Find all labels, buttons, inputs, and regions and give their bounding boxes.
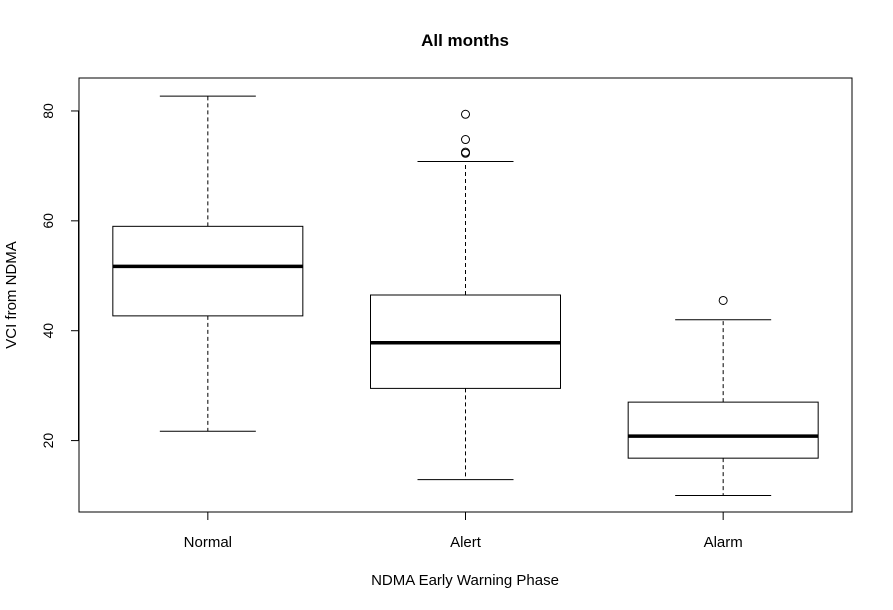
y-tick-label-60: 60 [40,213,56,229]
y-tick-label-80: 80 [40,103,56,119]
x-axis: Normal Alert Alarm [184,511,743,551]
x-tick-label-alarm: Alarm [704,534,743,551]
outlier-alert-2 [461,135,470,145]
boxes-group [112,95,819,497]
x-tick-label-normal: Normal [184,534,232,551]
outlier-alarm-0 [718,295,728,305]
x-axis-label: NDMA Early Warning Phase [371,572,559,589]
outlier-alert-3 [461,109,470,119]
y-axis: 20 40 60 80 [40,103,79,448]
box-alarm [627,295,819,497]
chart-title: All months [421,31,509,50]
y-axis-label: VCI from NDMA [3,241,20,349]
outlier-alert-1 [461,147,470,157]
box-alert [370,109,561,481]
iqr-box-alarm [627,401,819,459]
y-tick-label-20: 20 [40,433,56,449]
x-tick-label-alert: Alert [450,534,482,551]
iqr-box-normal [112,225,304,317]
box-normal [112,95,304,432]
y-tick-label-40: 40 [40,323,56,339]
